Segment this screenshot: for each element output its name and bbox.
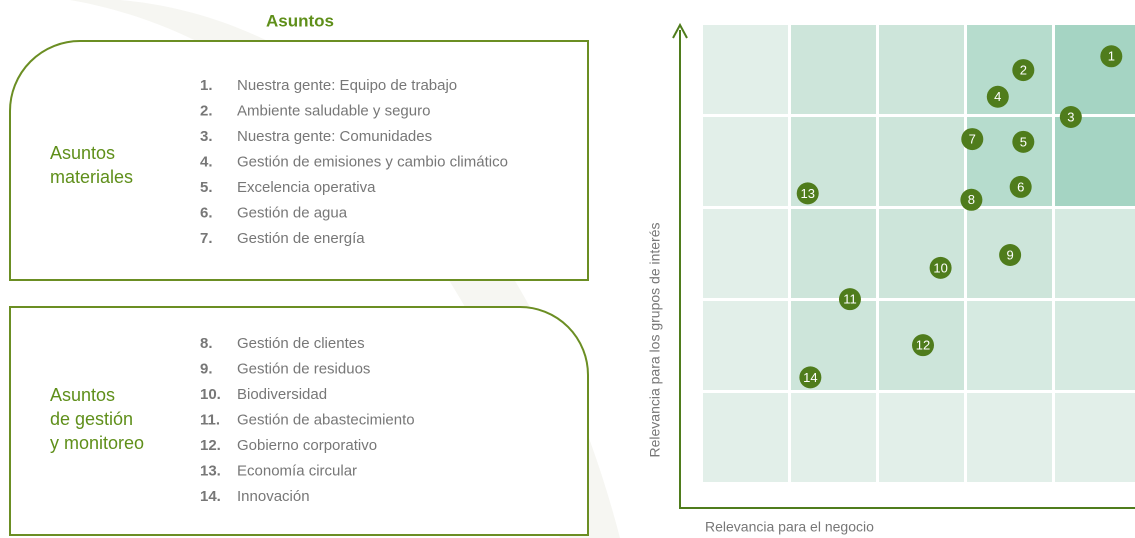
matrix-cell bbox=[967, 117, 1052, 206]
group-box bbox=[9, 306, 589, 536]
y-axis-arrow bbox=[672, 22, 688, 39]
point-label: 14 bbox=[803, 370, 817, 385]
item-number: 10. bbox=[200, 386, 221, 403]
x-axis-label: Relevancia para el negocio bbox=[705, 519, 874, 535]
matrix-cell bbox=[791, 209, 876, 298]
item-text: Gestión de residuos bbox=[237, 360, 370, 377]
item-text: Gestión de clientes bbox=[237, 335, 365, 352]
point bbox=[960, 188, 983, 211]
point bbox=[796, 182, 819, 205]
point-label: 6 bbox=[1017, 179, 1024, 194]
item-number: 12. bbox=[200, 437, 221, 454]
item-text: Gobierno corporativo bbox=[237, 437, 377, 454]
point-label: 4 bbox=[994, 89, 1001, 104]
item-number: 14. bbox=[200, 488, 221, 505]
item-text: Ambiente saludable y seguro bbox=[237, 102, 430, 119]
matrix-cell bbox=[703, 25, 788, 114]
matrix-cell bbox=[879, 393, 964, 482]
matrix-cell bbox=[879, 117, 964, 206]
matrix-cell bbox=[967, 301, 1052, 390]
matrix-cell bbox=[1055, 301, 1135, 390]
point-label: 3 bbox=[1067, 109, 1074, 124]
group-label: Asuntos bbox=[50, 385, 115, 405]
matrix-cell bbox=[967, 393, 1052, 482]
item-number: 7. bbox=[200, 230, 213, 247]
point-label: 11 bbox=[843, 292, 857, 307]
point-label: 2 bbox=[1020, 63, 1027, 78]
item-text: Gestión de abastecimiento bbox=[237, 411, 415, 428]
point-label: 8 bbox=[968, 192, 975, 207]
matrix-cell bbox=[879, 25, 964, 114]
matrix-cell bbox=[703, 301, 788, 390]
point bbox=[1009, 175, 1032, 198]
group-label: de gestión bbox=[50, 409, 133, 429]
item-number: 6. bbox=[200, 204, 213, 221]
item-text: Excelencia operativa bbox=[237, 179, 376, 196]
point-label: 13 bbox=[800, 186, 814, 201]
group-label: y monitoreo bbox=[50, 433, 144, 453]
matrix-cell bbox=[967, 25, 1052, 114]
point-label: 1 bbox=[1108, 49, 1115, 64]
point bbox=[961, 128, 984, 151]
matrix-cell bbox=[1055, 393, 1135, 482]
point bbox=[799, 366, 822, 389]
group-label: Asuntos bbox=[50, 143, 115, 163]
point-label: 12 bbox=[916, 338, 930, 353]
matrix-cell bbox=[879, 209, 964, 298]
item-number: 4. bbox=[200, 153, 213, 170]
point-label: 7 bbox=[969, 132, 976, 147]
item-number: 11. bbox=[200, 411, 220, 428]
item-number: 5. bbox=[200, 179, 213, 196]
item-number: 3. bbox=[200, 128, 213, 145]
point bbox=[986, 85, 1009, 108]
matrix-cell bbox=[703, 393, 788, 482]
group-box bbox=[9, 40, 589, 281]
point bbox=[999, 244, 1022, 266]
item-text: Gestión de energía bbox=[237, 230, 365, 247]
item-text: Biodiversidad bbox=[237, 386, 327, 403]
point-label: 5 bbox=[1020, 134, 1027, 149]
item-number: 1. bbox=[200, 77, 213, 94]
point-label: 10 bbox=[933, 260, 947, 275]
group-label: materiales bbox=[50, 167, 133, 187]
matrix-cell bbox=[1055, 117, 1135, 206]
point bbox=[1100, 45, 1123, 68]
section-title: Asuntos bbox=[266, 11, 334, 30]
item-number: 2. bbox=[200, 102, 213, 119]
item-number: 9. bbox=[200, 360, 213, 377]
matrix-cell bbox=[791, 25, 876, 114]
item-text: Gestión de agua bbox=[237, 204, 348, 221]
matrix-cell bbox=[703, 209, 788, 298]
point bbox=[838, 288, 861, 311]
item-text: Innovación bbox=[237, 488, 310, 505]
item-number: 8. bbox=[200, 335, 213, 352]
item-text: Economía circular bbox=[237, 462, 357, 479]
point bbox=[912, 334, 934, 357]
matrix-cell bbox=[703, 117, 788, 206]
point bbox=[1059, 106, 1082, 128]
y-axis-label: Relevancia para los grupos de interés bbox=[647, 222, 663, 457]
point bbox=[1012, 59, 1035, 82]
point-label: 9 bbox=[1007, 247, 1014, 262]
point bbox=[929, 256, 952, 279]
point bbox=[1012, 130, 1035, 153]
item-text: Gestión de emisiones y cambio climático bbox=[237, 153, 508, 170]
item-text: Nuestra gente: Comunidades bbox=[237, 128, 432, 145]
matrix-cell bbox=[791, 393, 876, 482]
item-number: 13. bbox=[200, 462, 221, 479]
item-text: Nuestra gente: Equipo de trabajo bbox=[237, 77, 457, 94]
matrix-cell bbox=[1055, 209, 1135, 298]
matrix-cell bbox=[1055, 25, 1135, 114]
